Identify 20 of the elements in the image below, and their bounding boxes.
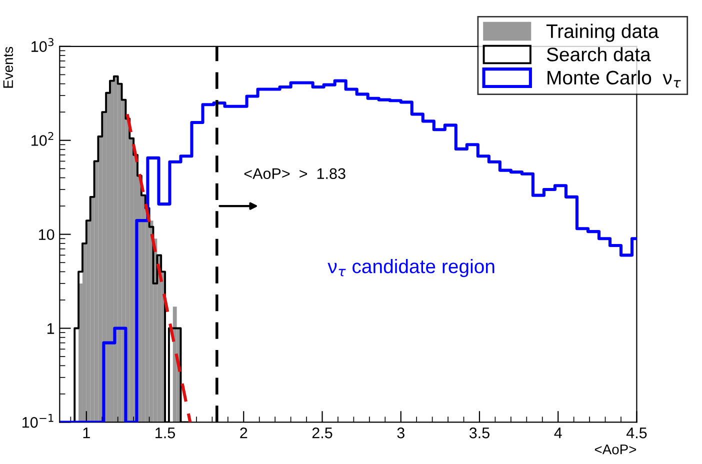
y-axis-title: Events <box>3 46 14 88</box>
x-tick-label: 2 <box>240 428 248 438</box>
x-axis-title: <AoP> <box>594 444 636 454</box>
legend-label: Search data <box>546 47 651 62</box>
y-tick-label: 10$^{2}$ <box>32 132 54 146</box>
annotation: ν$_{τ}$ candidate region <box>328 259 494 278</box>
y-tick-label: 10$^{3}$ <box>32 38 54 52</box>
x-tick-label: 4 <box>554 428 562 438</box>
x-tick-label: 3 <box>397 428 404 438</box>
x-tick-label: 4.5 <box>626 428 647 438</box>
legend-label: Monte Carlo ν$_{τ}$ <box>548 70 681 88</box>
x-tick-label: 2.5 <box>312 428 332 438</box>
y-tick-label: 10 <box>38 229 54 240</box>
y-tick-label: 10$^{−1}$ <box>22 414 54 428</box>
y-tick-label: 1 <box>47 323 54 334</box>
legend-label: Training data <box>546 24 659 42</box>
x-tick-label: 3.5 <box>469 428 490 438</box>
x-tick-label: 1.5 <box>156 428 175 438</box>
annotation: <AoP> > 1.83 <box>244 168 346 180</box>
x-tick-label: 1 <box>83 428 90 438</box>
